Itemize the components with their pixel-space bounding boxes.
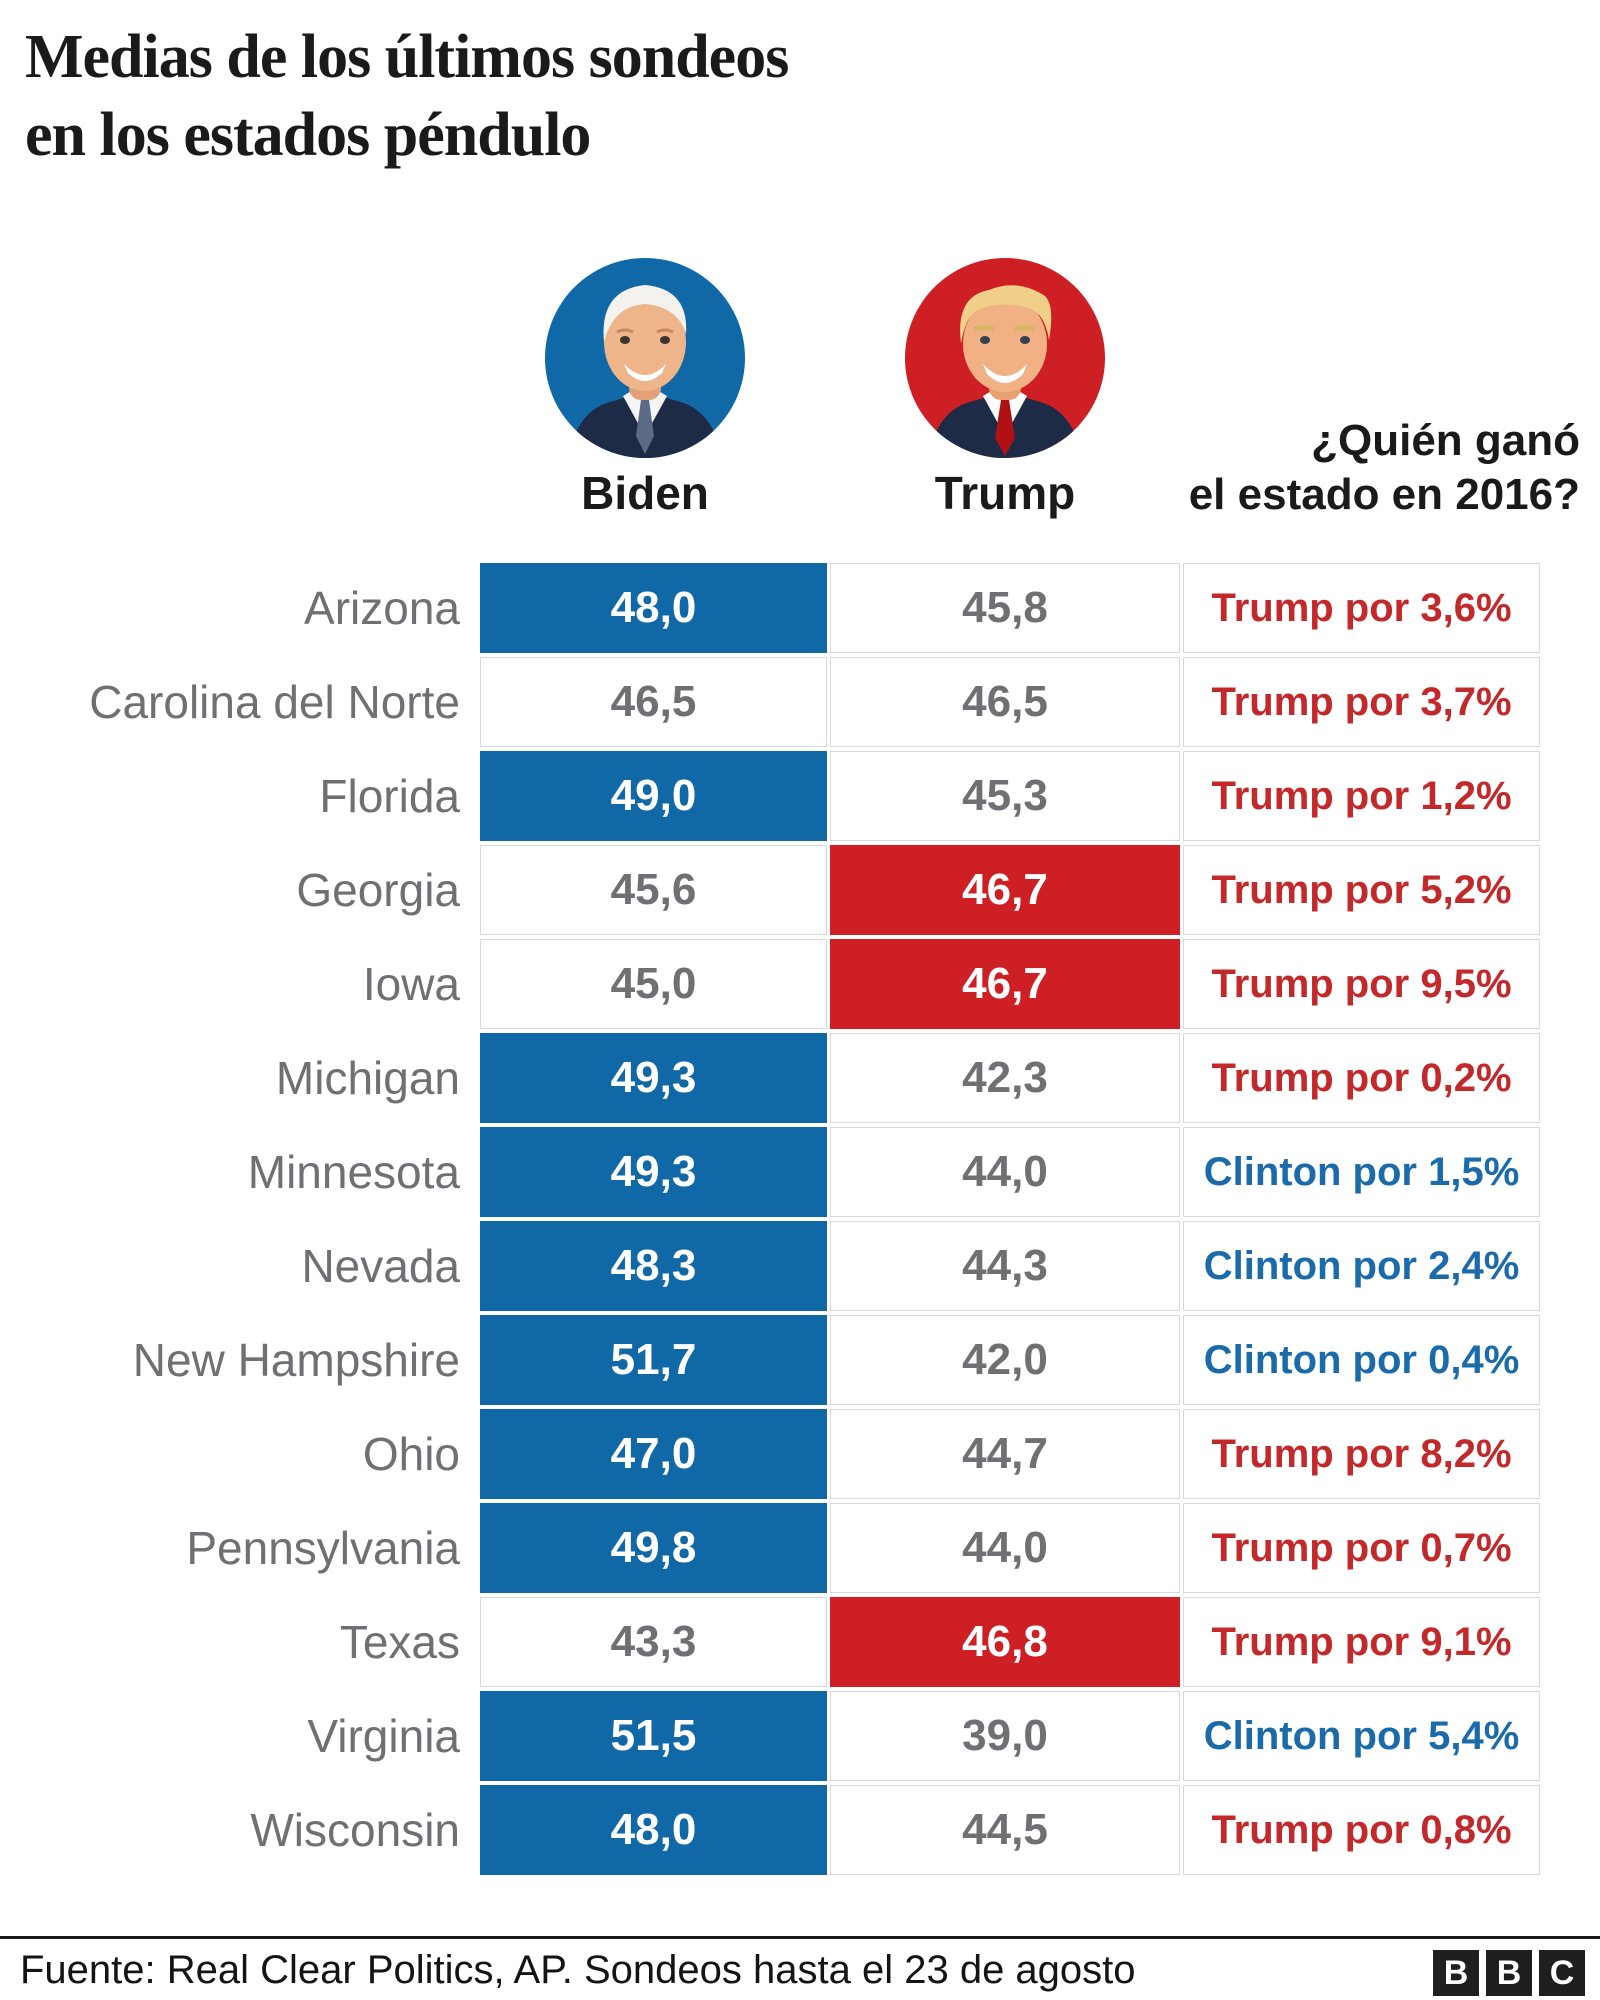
trump-value-cell: 44,0 [830,1127,1180,1217]
biden-value-cell: 51,7 [480,1315,827,1405]
result-2016-cell: Trump por 1,2% [1183,751,1540,841]
source-attribution: Fuente: Real Clear Politics, AP. Sondeos… [20,1948,1136,1992]
biden-value-cell: 49,0 [480,751,827,841]
page-title: Medias de los últimos sondeos en los est… [25,18,789,174]
biden-value-cell: 49,8 [480,1503,827,1593]
result-2016-cell: Trump por 5,2% [1183,845,1540,935]
table-row: Carolina del Norte 46,5 46,5 Trump por 3… [0,657,1600,747]
trump-value-cell: 46,7 [830,939,1180,1029]
biden-avatar [545,258,745,458]
result-2016-cell: Clinton por 5,4% [1183,1691,1540,1781]
result-2016-cell: Clinton por 1,5% [1183,1127,1540,1217]
state-label: Arizona [304,582,460,634]
trump-value-cell: 44,0 [830,1503,1180,1593]
bbc-logo-letter: B [1486,1950,1532,1996]
table-row: Ohio 47,0 44,7 Trump por 8,2% [0,1409,1600,1499]
result-2016-cell: Trump por 0,2% [1183,1033,1540,1123]
result-2016-cell: Trump por 3,7% [1183,657,1540,747]
biden-value-cell: 48,0 [480,563,827,653]
biden-value-cell: 47,0 [480,1409,827,1499]
trump-value-cell: 44,5 [830,1785,1180,1875]
state-label: Florida [319,770,460,822]
state-label: Minnesota [247,1146,460,1198]
biden-value-cell: 51,5 [480,1691,827,1781]
result-2016-cell: Clinton por 2,4% [1183,1221,1540,1311]
question-line-2: el estado en 2016? [1188,470,1580,519]
biden-column-header: Biden [581,467,709,519]
state-label: Iowa [362,958,460,1010]
table-row: Georgia 45,6 46,7 Trump por 5,2% [0,845,1600,935]
state-label: Georgia [296,864,460,916]
trump-avatar [905,258,1105,458]
state-label: Wisconsin [250,1804,460,1856]
table-row: New Hampshire 51,7 42,0 Clinton por 0,4% [0,1315,1600,1405]
trump-value-cell: 39,0 [830,1691,1180,1781]
result-2016-cell: Trump por 9,1% [1183,1597,1540,1687]
state-label: Virginia [307,1710,460,1762]
trump-value-cell: 44,3 [830,1221,1180,1311]
state-label: Pennsylvania [186,1522,460,1574]
state-label: Texas [339,1616,460,1668]
table-row: Wisconsin 48,0 44,5 Trump por 0,8% [0,1785,1600,1875]
result-2016-cell: Trump por 3,6% [1183,563,1540,653]
question-line-1: ¿Quién ganó [1311,416,1580,465]
table-row: Minnesota 49,3 44,0 Clinton por 1,5% [0,1127,1600,1217]
trump-portrait-icon [905,258,1105,458]
table-row: Michigan 49,3 42,3 Trump por 0,2% [0,1033,1600,1123]
table-row: Arizona 48,0 45,8 Trump por 3,6% [0,563,1600,653]
biden-value-cell: 48,0 [480,1785,827,1875]
biden-value-cell: 45,6 [480,845,827,935]
table-row: Virginia 51,5 39,0 Clinton por 5,4% [0,1691,1600,1781]
trump-value-cell: 45,8 [830,563,1180,653]
biden-portrait-icon [545,258,745,458]
table-row: Iowa 45,0 46,7 Trump por 9,5% [0,939,1600,1029]
bbc-logo-letter: C [1539,1950,1585,1996]
biden-value-cell: 49,3 [480,1127,827,1217]
title-line-1: Medias de los últimos sondeos [25,23,789,91]
footer-divider [0,1936,1600,1939]
trump-value-cell: 42,3 [830,1033,1180,1123]
polls-table: Arizona 48,0 45,8 Trump por 3,6% Carolin… [0,563,1600,1875]
result-2016-cell: Trump por 0,8% [1183,1785,1540,1875]
biden-value-cell: 43,3 [480,1597,827,1687]
table-row: Nevada 48,3 44,3 Clinton por 2,4% [0,1221,1600,1311]
result-2016-cell: Clinton por 0,4% [1183,1315,1540,1405]
result-2016-cell: Trump por 0,7% [1183,1503,1540,1593]
biden-value-cell: 46,5 [480,657,827,747]
trump-value-cell: 46,5 [830,657,1180,747]
trump-value-cell: 46,8 [830,1597,1180,1687]
state-label: Carolina del Norte [89,676,460,728]
trump-column-header: Trump [934,467,1076,519]
state-label: Nevada [301,1240,460,1292]
table-row: Pennsylvania 49,8 44,0 Trump por 0,7% [0,1503,1600,1593]
title-line-2: en los estados péndulo [25,101,591,169]
biden-value-cell: 45,0 [480,939,827,1029]
biden-value-cell: 49,3 [480,1033,827,1123]
table-row: Texas 43,3 46,8 Trump por 9,1% [0,1597,1600,1687]
table-row: Florida 49,0 45,3 Trump por 1,2% [0,751,1600,841]
trump-value-cell: 45,3 [830,751,1180,841]
result-2016-cell: Trump por 8,2% [1183,1409,1540,1499]
trump-value-cell: 42,0 [830,1315,1180,1405]
trump-value-cell: 46,7 [830,845,1180,935]
question-2016-header: ¿Quién ganó el estado en 2016? [1189,414,1580,522]
state-label: Michigan [275,1052,460,1104]
biden-value-cell: 48,3 [480,1221,827,1311]
bbc-logo: B B C [1433,1950,1585,1996]
result-2016-cell: Trump por 9,5% [1183,939,1540,1029]
state-label: New Hampshire [132,1334,460,1386]
state-label: Ohio [362,1428,460,1480]
trump-value-cell: 44,7 [830,1409,1180,1499]
bbc-logo-letter: B [1433,1950,1479,1996]
